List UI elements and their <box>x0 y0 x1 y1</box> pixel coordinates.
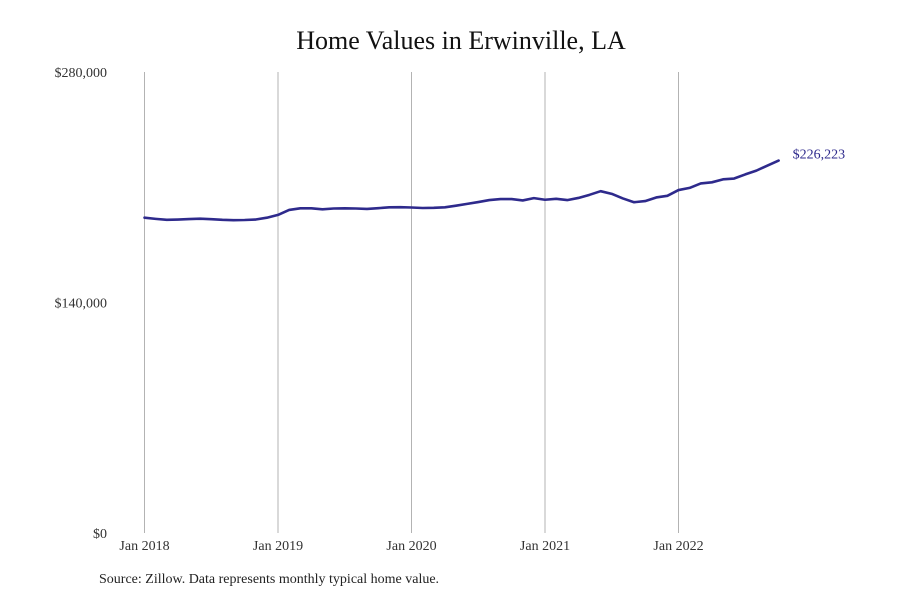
source-note: Source: Zillow. Data represents monthly … <box>99 572 440 587</box>
grid-lines <box>144 72 679 533</box>
x-tick-label: Jan 2020 <box>386 539 436 554</box>
x-tick-label: Jan 2021 <box>520 539 570 554</box>
y-axis-ticks: $0 $140,000 $280,000 <box>55 66 108 542</box>
y-tick-label: $140,000 <box>55 297 108 312</box>
x-tick-label: Jan 2022 <box>653 539 703 554</box>
end-value-label-group: $226,223 <box>793 148 846 163</box>
end-value-label: $226,223 <box>793 148 846 163</box>
y-tick-label: $0 <box>93 527 107 542</box>
x-tick-label: Jan 2019 <box>253 539 303 554</box>
series-line-group <box>143 159 780 222</box>
x-tick-label: Jan 2018 <box>119 539 169 554</box>
series-line <box>143 159 780 222</box>
y-tick-label: $280,000 <box>55 66 108 81</box>
x-axis-ticks: Jan 2018 Jan 2019 Jan 2020 Jan 2021 Jan 2022 <box>119 539 703 554</box>
chart-title: Home Values in Erwinville, LA <box>296 26 626 55</box>
